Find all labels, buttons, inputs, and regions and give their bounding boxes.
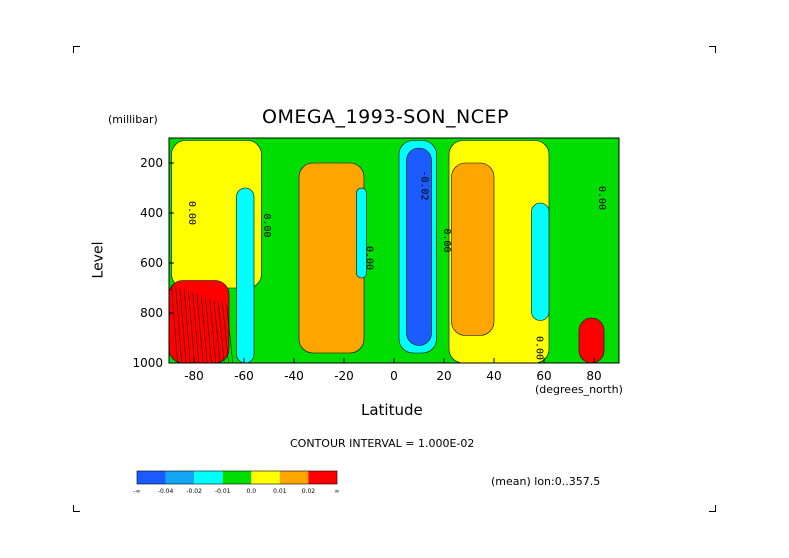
contour-region-cyan-4 bbox=[356, 187, 367, 279]
x-tick-label: -20 bbox=[334, 369, 354, 383]
contour-region-red-10 bbox=[578, 317, 605, 364]
colorbar-label: 0.01 bbox=[273, 488, 287, 495]
contour-region-blue-6 bbox=[406, 147, 432, 346]
colorbar-label: -0.04 bbox=[158, 488, 174, 495]
dense-contour-line bbox=[226, 304, 233, 364]
y-tick-label: 200 bbox=[140, 156, 163, 170]
y-tick-label: 400 bbox=[140, 206, 163, 220]
contour-label: 0.00 bbox=[441, 228, 452, 252]
colorbar-swatch bbox=[279, 471, 309, 484]
contour-interval-label: CONTOUR INTERVAL = 1.000E-02 bbox=[290, 437, 475, 450]
x-tick-label: 20 bbox=[436, 369, 451, 383]
corner-mark-bottom-left bbox=[73, 505, 80, 512]
x-ticks: -80 -60 -40 -20 0 20 40 60 80 bbox=[184, 358, 602, 383]
x-tick-label: -60 bbox=[234, 369, 254, 383]
dense-contour-line bbox=[222, 303, 229, 364]
contour-fills bbox=[168, 138, 619, 364]
colorbar-label: 0.02 bbox=[302, 488, 316, 495]
dense-contour-line bbox=[171, 285, 178, 364]
dense-contour-line bbox=[218, 301, 225, 364]
dense-contour-line bbox=[213, 300, 221, 364]
contour-region-cyan-3 bbox=[236, 187, 255, 364]
x-tick-label: 80 bbox=[586, 369, 601, 383]
dense-contour-line bbox=[209, 298, 216, 364]
colorbar-swatch bbox=[308, 471, 337, 484]
contour-region-cyan-8 bbox=[531, 202, 550, 321]
y-tick-label: 600 bbox=[140, 256, 163, 270]
y-tick-label: 1000 bbox=[132, 356, 163, 370]
mean-longitude-note: (mean) lon:0..357.5 bbox=[491, 475, 601, 488]
contour-region-orange-1 bbox=[298, 162, 365, 354]
colorbar-swatch bbox=[222, 471, 252, 484]
colorbar-label: 0.0 bbox=[247, 488, 257, 495]
contour-label: -0.02 bbox=[419, 170, 430, 200]
colorbar-label: -0.01 bbox=[215, 488, 231, 495]
dense-contour-line bbox=[196, 294, 204, 364]
dense-contour-line bbox=[188, 291, 195, 364]
chart-title: OMEGA_1993-SON_NCEP bbox=[262, 106, 509, 128]
colorbar-swatch bbox=[165, 471, 195, 484]
dense-contour-line bbox=[175, 286, 182, 364]
colorbar: -∞ -0.04 -0.02 -0.01 0.0 0.01 0.02 ∞ bbox=[133, 470, 340, 495]
dense-contour-line bbox=[192, 292, 199, 364]
x-tick-label: 40 bbox=[486, 369, 501, 383]
x-tick-label: -80 bbox=[184, 369, 204, 383]
contour-labels: 0.00 0.00 0.00 -0.02 0.00 0.00 0.00 bbox=[186, 170, 607, 360]
contour-label: 0.00 bbox=[364, 246, 375, 270]
dense-contour-line bbox=[205, 297, 212, 364]
dense-contour-line bbox=[179, 288, 187, 364]
colorbar-label: ∞ bbox=[335, 488, 340, 495]
contour-label: 0.00 bbox=[186, 201, 197, 225]
x-tick-label: 60 bbox=[536, 369, 551, 383]
dense-contour-line bbox=[201, 295, 208, 364]
dense-contour-line bbox=[184, 289, 191, 364]
corner-mark-bottom-right bbox=[709, 505, 716, 512]
contour-label: 0.00 bbox=[534, 336, 545, 360]
contour-region-orange-7 bbox=[451, 162, 495, 336]
colorbar-label: -∞ bbox=[133, 488, 140, 495]
y-axis-units: (millibar) bbox=[108, 113, 158, 126]
colorbar-label: -0.02 bbox=[186, 488, 202, 495]
corner-mark-top-right bbox=[709, 46, 716, 53]
colorbar-swatch bbox=[137, 471, 166, 484]
y-ticks: 200 400 600 800 1000 bbox=[132, 156, 174, 370]
x-tick-label: -40 bbox=[284, 369, 304, 383]
x-axis-units: (degrees_north) bbox=[535, 383, 623, 396]
colorbar-frame bbox=[136, 470, 338, 485]
x-axis-label: Latitude bbox=[361, 401, 423, 419]
contour-label: 0.00 bbox=[596, 186, 607, 210]
colorbar-swatch bbox=[194, 471, 223, 484]
dense-contour-lines bbox=[171, 285, 233, 364]
y-tick-label: 800 bbox=[140, 306, 163, 320]
contour-label: 0.00 bbox=[261, 213, 272, 237]
corner-mark-top-left bbox=[73, 46, 80, 53]
x-tick-label: 0 bbox=[390, 369, 398, 383]
colorbar-swatch bbox=[251, 471, 280, 484]
